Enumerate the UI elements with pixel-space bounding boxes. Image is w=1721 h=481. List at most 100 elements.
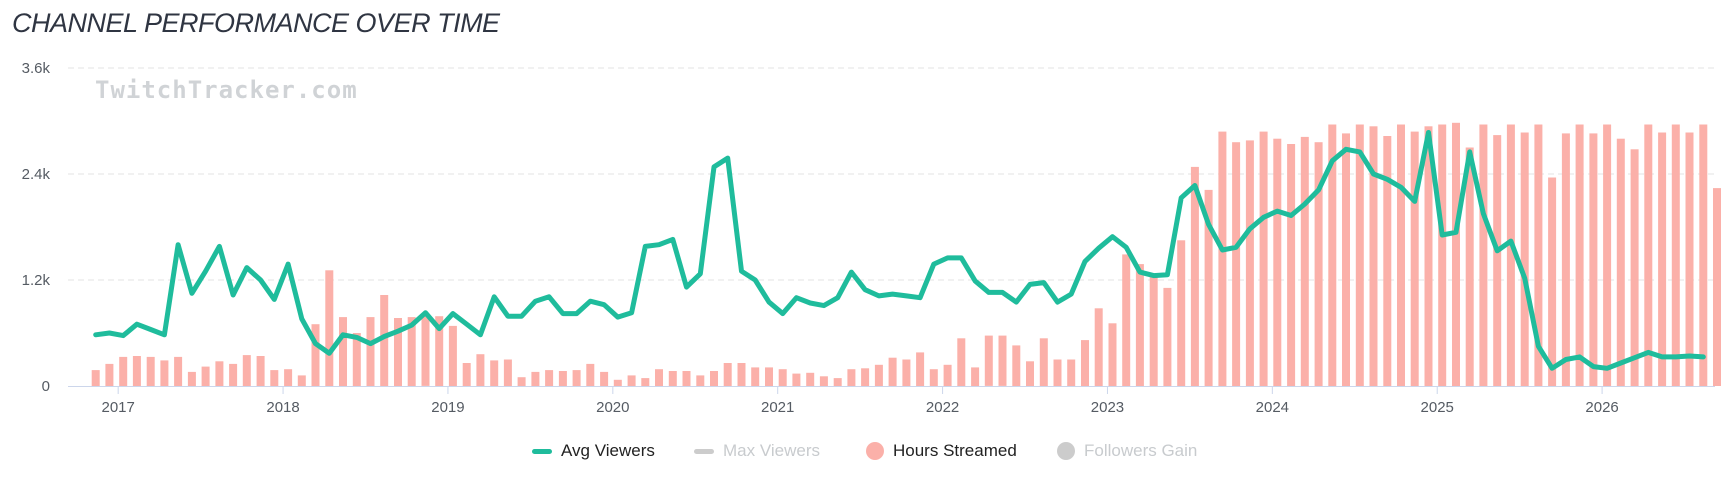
hours-bar[interactable]	[462, 363, 471, 386]
hours-bar[interactable]	[297, 375, 306, 386]
hours-bar[interactable]	[792, 373, 801, 386]
hours-bar[interactable]	[1190, 166, 1199, 386]
hours-bar[interactable]	[1300, 136, 1309, 386]
hours-bar[interactable]	[778, 369, 787, 386]
hours-bar[interactable]	[1026, 361, 1034, 386]
hours-bar[interactable]	[160, 360, 169, 386]
hours-bar[interactable]	[1465, 147, 1474, 387]
hours-bar[interactable]	[1094, 308, 1103, 386]
hours-bar[interactable]	[1685, 132, 1694, 387]
hours-bar[interactable]	[1218, 131, 1227, 386]
hours-bar[interactable]	[242, 355, 251, 386]
hours-bar[interactable]	[1493, 135, 1502, 386]
hours-bar[interactable]	[1135, 264, 1144, 386]
hours-bar[interactable]	[1067, 359, 1076, 387]
hours-bar[interactable]	[201, 366, 210, 386]
hours-bar[interactable]	[696, 375, 705, 386]
hours-bar[interactable]	[531, 371, 540, 386]
hours-bar[interactable]	[1603, 124, 1612, 387]
hours-bar[interactable]	[490, 360, 499, 386]
hours-bar[interactable]	[421, 314, 430, 386]
hours-bar[interactable]	[407, 317, 416, 386]
hours-bar[interactable]	[146, 356, 155, 386]
hours-bar[interactable]	[874, 364, 883, 386]
hours-bar[interactable]	[600, 371, 609, 386]
hours-bar[interactable]	[1699, 124, 1708, 387]
hours-bar[interactable]	[1630, 149, 1639, 386]
hours-bar[interactable]	[558, 371, 567, 386]
hours-bar[interactable]	[517, 377, 526, 386]
hours-bar[interactable]	[1039, 338, 1048, 386]
hours-bar[interactable]	[916, 352, 925, 386]
hours-bar[interactable]	[1658, 132, 1667, 387]
hours-bar[interactable]	[971, 367, 980, 386]
hours-bar[interactable]	[1383, 136, 1392, 386]
hours-bar[interactable]	[311, 324, 320, 386]
hours-bar[interactable]	[503, 359, 512, 387]
hours-bar[interactable]	[1438, 124, 1447, 387]
hours-bar[interactable]	[132, 356, 141, 386]
hours-bar[interactable]	[1108, 323, 1117, 386]
hours-bar[interactable]	[366, 317, 375, 386]
hours-bar[interactable]	[1479, 124, 1488, 387]
hours-bar[interactable]	[1163, 287, 1172, 386]
avg-viewers-line[interactable]	[93, 130, 1706, 371]
hours-bar[interactable]	[1342, 133, 1350, 386]
hours-bar[interactable]	[682, 371, 691, 386]
hours-bar[interactable]	[627, 375, 636, 386]
hours-bar[interactable]	[105, 363, 114, 386]
hours-bar[interactable]	[641, 378, 650, 387]
hours-bar[interactable]	[1589, 133, 1598, 386]
hours-bar[interactable]	[1012, 345, 1021, 386]
hours-bar[interactable]	[943, 364, 952, 386]
hours-bar[interactable]	[229, 363, 238, 386]
hours-bar[interactable]	[1122, 254, 1131, 386]
hours-bar[interactable]	[1520, 132, 1529, 387]
hours-bar[interactable]	[435, 316, 444, 386]
hours-bar[interactable]	[1616, 138, 1625, 386]
hours-bar[interactable]	[1149, 275, 1158, 386]
hours-bar[interactable]	[1314, 142, 1323, 386]
hours-bar[interactable]	[476, 354, 485, 386]
hours-bar[interactable]	[833, 378, 842, 387]
legend-item-hours-streamed[interactable]: Hours Streamed	[866, 441, 1017, 461]
hours-bar[interactable]	[1259, 131, 1268, 386]
hours-bar[interactable]	[765, 367, 773, 386]
hours-bar[interactable]	[1575, 124, 1584, 387]
hours-bar[interactable]	[215, 361, 224, 386]
hours-bar[interactable]	[284, 369, 293, 386]
hours-bar[interactable]	[957, 338, 966, 386]
legend-item-max-viewers[interactable]: Max Viewers	[694, 441, 820, 461]
hours-bar[interactable]	[352, 333, 361, 386]
hours-bar[interactable]	[998, 335, 1007, 386]
hours-bar[interactable]	[861, 368, 870, 386]
hours-bar[interactable]	[380, 295, 389, 386]
hours-bar[interactable]	[1369, 126, 1378, 387]
hours-bar[interactable]	[613, 379, 622, 386]
hours-bar[interactable]	[394, 318, 402, 386]
hours-bar[interactable]	[1273, 138, 1282, 386]
hours-bar[interactable]	[174, 356, 183, 386]
hours-bar[interactable]	[270, 370, 279, 386]
hours-bar[interactable]	[751, 367, 760, 386]
hours-bar[interactable]	[545, 370, 554, 386]
hours-bar[interactable]	[723, 363, 732, 386]
hours-bar[interactable]	[1204, 189, 1213, 386]
hours-bar[interactable]	[668, 371, 677, 386]
hours-bar[interactable]	[1355, 124, 1364, 387]
hours-bar[interactable]	[1424, 126, 1433, 387]
hours-bar[interactable]	[448, 325, 457, 386]
hours-bar[interactable]	[256, 356, 265, 386]
hours-bar[interactable]	[888, 357, 897, 386]
hours-bar[interactable]	[1081, 340, 1089, 386]
hours-bar[interactable]	[1328, 124, 1337, 387]
hours-bar[interactable]	[187, 371, 196, 386]
hours-bar[interactable]	[1561, 133, 1570, 386]
hours-bar[interactable]	[1644, 124, 1653, 387]
hours-bar[interactable]	[325, 270, 334, 386]
hours-bar[interactable]	[339, 317, 347, 386]
hours-bar[interactable]	[1397, 124, 1405, 387]
hours-bar[interactable]	[1452, 122, 1460, 387]
hours-bar[interactable]	[929, 369, 938, 386]
hours-bar[interactable]	[1506, 124, 1515, 387]
